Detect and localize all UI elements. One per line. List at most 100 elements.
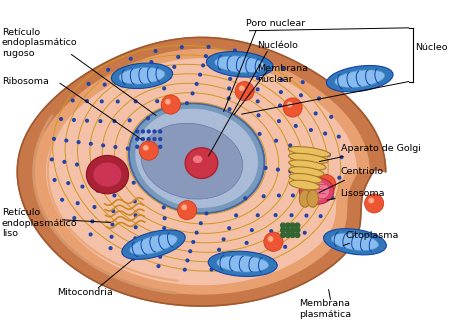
Circle shape: [191, 92, 194, 95]
Text: Ribosoma: Ribosoma: [2, 77, 49, 86]
Circle shape: [159, 138, 162, 141]
Circle shape: [189, 250, 192, 253]
Circle shape: [76, 163, 78, 166]
Circle shape: [104, 83, 106, 86]
Ellipse shape: [287, 102, 292, 108]
Circle shape: [126, 147, 129, 150]
Text: Retículo
endoplasmático
liso: Retículo endoplasmático liso: [2, 208, 77, 238]
Ellipse shape: [177, 201, 197, 220]
Circle shape: [232, 59, 234, 61]
Ellipse shape: [268, 236, 274, 242]
Text: Aparato de Golgi: Aparato de Golgi: [320, 144, 420, 162]
Ellipse shape: [324, 229, 387, 255]
Circle shape: [173, 66, 176, 68]
Polygon shape: [47, 59, 356, 285]
Circle shape: [301, 171, 304, 174]
Text: Membrana
nuclear: Membrana nuclear: [257, 64, 308, 84]
Circle shape: [262, 195, 265, 198]
Circle shape: [228, 108, 231, 111]
Ellipse shape: [161, 95, 180, 114]
Circle shape: [314, 173, 316, 176]
Circle shape: [177, 56, 180, 58]
Circle shape: [91, 220, 94, 223]
Ellipse shape: [119, 68, 165, 84]
Circle shape: [156, 100, 158, 103]
Circle shape: [234, 49, 236, 52]
Ellipse shape: [93, 162, 122, 187]
Circle shape: [294, 125, 297, 127]
Circle shape: [163, 227, 166, 229]
Circle shape: [147, 138, 150, 141]
Circle shape: [102, 144, 104, 147]
Circle shape: [257, 114, 260, 117]
Text: Membrana
plasmática: Membrana plasmática: [299, 299, 351, 319]
Ellipse shape: [288, 147, 330, 157]
Circle shape: [112, 210, 115, 213]
Circle shape: [324, 132, 326, 135]
Circle shape: [199, 222, 202, 224]
Circle shape: [256, 214, 259, 216]
Text: Nucléolo: Nucléolo: [257, 41, 298, 50]
Circle shape: [134, 200, 136, 203]
Circle shape: [251, 229, 253, 231]
Circle shape: [102, 170, 104, 172]
Ellipse shape: [93, 162, 122, 187]
Ellipse shape: [264, 232, 283, 251]
Circle shape: [141, 145, 144, 148]
Ellipse shape: [335, 70, 385, 87]
Circle shape: [295, 228, 300, 233]
Circle shape: [218, 248, 220, 251]
Circle shape: [96, 189, 99, 192]
Circle shape: [60, 118, 63, 120]
Circle shape: [338, 135, 340, 138]
Circle shape: [86, 100, 88, 102]
Circle shape: [328, 153, 330, 156]
Circle shape: [318, 195, 321, 198]
Circle shape: [258, 133, 261, 135]
Circle shape: [184, 268, 186, 271]
Circle shape: [264, 166, 267, 169]
Ellipse shape: [289, 173, 322, 183]
Circle shape: [117, 100, 119, 103]
Circle shape: [310, 129, 312, 131]
Circle shape: [141, 138, 144, 141]
Circle shape: [111, 223, 114, 226]
Circle shape: [89, 233, 92, 236]
Circle shape: [86, 119, 88, 122]
Circle shape: [257, 67, 260, 69]
Ellipse shape: [208, 251, 277, 276]
Circle shape: [192, 241, 194, 243]
Circle shape: [81, 185, 84, 188]
Text: Núcleo: Núcleo: [415, 42, 448, 52]
Circle shape: [305, 214, 308, 217]
Circle shape: [278, 120, 280, 122]
Circle shape: [159, 145, 162, 148]
Circle shape: [207, 46, 210, 48]
Circle shape: [87, 82, 90, 85]
Circle shape: [110, 235, 113, 238]
Circle shape: [202, 64, 204, 67]
Circle shape: [162, 206, 165, 209]
Circle shape: [159, 256, 162, 258]
Ellipse shape: [141, 123, 243, 199]
Ellipse shape: [217, 256, 269, 272]
Text: Centriolo: Centriolo: [319, 167, 383, 193]
Polygon shape: [34, 50, 369, 294]
Ellipse shape: [235, 81, 254, 101]
Circle shape: [222, 238, 225, 241]
Circle shape: [125, 70, 128, 73]
Circle shape: [61, 198, 63, 201]
Circle shape: [302, 148, 305, 150]
Ellipse shape: [139, 141, 158, 160]
Circle shape: [302, 81, 304, 83]
Circle shape: [285, 223, 290, 228]
Circle shape: [305, 195, 308, 197]
Circle shape: [147, 117, 149, 119]
Ellipse shape: [112, 63, 173, 88]
Ellipse shape: [86, 156, 129, 194]
Circle shape: [180, 46, 183, 48]
Ellipse shape: [135, 108, 259, 209]
Ellipse shape: [289, 167, 324, 177]
Circle shape: [338, 176, 341, 179]
Circle shape: [331, 196, 333, 199]
